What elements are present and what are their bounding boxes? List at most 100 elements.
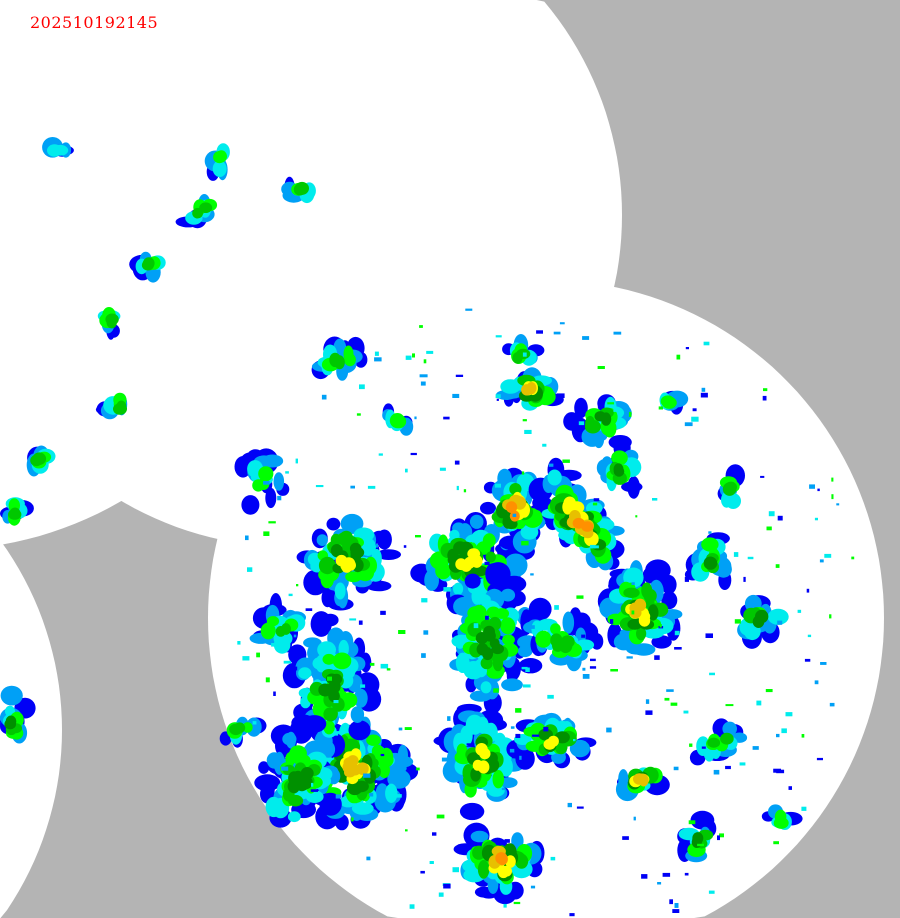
echo-speckle: [268, 521, 276, 524]
echo-cell: [95, 392, 128, 420]
echo-pixel-cluster: [613, 633, 634, 651]
echo-pixel-cluster: [470, 767, 481, 782]
echo-speckle: [703, 341, 710, 346]
echo-pixel-cluster: [755, 609, 769, 624]
echo-speckle: [593, 498, 600, 502]
echo-speckle: [776, 733, 780, 738]
echo-speckle: [804, 658, 811, 662]
echo-speckle: [376, 543, 378, 548]
echo-speckle: [824, 553, 832, 558]
echo-speckle: [654, 655, 660, 660]
echo-speckle: [816, 757, 823, 761]
echo-speckle: [797, 609, 802, 613]
echo-speckle: [607, 402, 614, 405]
echo-pixel-cluster: [624, 573, 641, 585]
echo-speckle: [524, 429, 532, 434]
echo-pixel-cluster: [634, 598, 647, 612]
echo-speckle: [398, 727, 403, 731]
echo-pixel-cluster: [470, 830, 489, 843]
echo-cell: [382, 403, 414, 436]
echo-pixel-cluster: [774, 809, 787, 825]
echo-speckle: [484, 561, 490, 565]
echo-speckle: [708, 890, 715, 894]
echo-pixel-cluster: [690, 810, 715, 830]
echo-cell: [0, 685, 36, 744]
echo-pixel-cluster: [326, 517, 341, 531]
echo-pixel-cluster: [483, 625, 495, 638]
echo-pixel-cluster: [350, 706, 365, 723]
echo-speckle: [626, 656, 633, 659]
echo-speckle: [335, 794, 342, 799]
echo-pixel-cluster: [594, 411, 606, 422]
echo-speckle: [669, 899, 673, 905]
echo-cell: [502, 334, 545, 366]
echo-pixel-cluster: [638, 614, 651, 627]
echo-speckle: [504, 839, 510, 843]
echo-speckle: [674, 647, 682, 650]
echo-pixel-cluster: [286, 731, 296, 749]
echo-speckle: [419, 374, 428, 378]
precipitation-echoes: [0, 137, 855, 917]
echo-speckle: [777, 515, 783, 521]
echo-pixel-cluster: [376, 549, 401, 560]
echo-speckle: [589, 666, 597, 669]
echo-speckle: [247, 567, 253, 572]
echo-pixel-cluster: [321, 741, 336, 758]
echo-speckle: [831, 477, 834, 482]
echo-speckle: [485, 615, 489, 620]
echo-pixel-cluster: [692, 832, 704, 845]
echo-pixel-cluster: [215, 150, 227, 163]
echo-pixel-cluster: [703, 556, 718, 570]
echo-cell: [97, 307, 121, 340]
echo-speckle: [237, 641, 241, 645]
echo-speckle: [415, 535, 421, 538]
echo-speckle: [542, 443, 547, 447]
echo-pixel-cluster: [105, 313, 119, 326]
echo-speckle: [378, 453, 383, 456]
echo-pixel-cluster: [636, 626, 647, 641]
echo-cell: [433, 703, 529, 821]
echo-pixel-cluster: [199, 202, 213, 213]
echo-pixel-cluster: [310, 611, 332, 637]
echo-pixel-cluster: [501, 678, 523, 692]
echo-speckle: [521, 471, 525, 475]
echo-speckle: [582, 674, 590, 679]
echo-speckle: [733, 552, 739, 557]
echo-pixel-cluster: [472, 845, 486, 860]
echo-speckle: [521, 540, 529, 546]
echo-speckle: [403, 545, 407, 548]
echo-pixel-cluster: [334, 355, 345, 370]
echo-pixel-cluster: [8, 509, 22, 520]
echo-speckle: [590, 658, 596, 662]
echo-cell: [684, 532, 732, 590]
echo-pixel-cluster: [330, 544, 343, 558]
echo-speckle: [582, 336, 590, 340]
echo-speckle: [351, 817, 354, 822]
echo-speckle: [426, 350, 434, 354]
echo-speckle: [409, 904, 415, 909]
echo-speckle: [743, 576, 746, 582]
echo-cell: [219, 716, 267, 748]
echo-speckle: [674, 903, 679, 908]
echo-pixel-cluster: [696, 736, 710, 756]
echo-pixel-cluster: [472, 593, 491, 605]
echo-speckle: [785, 712, 793, 717]
echo-speckle: [628, 411, 632, 417]
echo-speckle: [689, 743, 693, 747]
echo-speckle: [631, 610, 635, 615]
echo-speckle: [781, 728, 787, 734]
echo-pixel-cluster: [322, 653, 336, 665]
echo-cell: [281, 176, 316, 204]
echo-speckle: [536, 330, 543, 334]
echo-pixel-cluster: [627, 618, 643, 630]
echo-speckle: [622, 836, 629, 840]
echo-speckle: [747, 556, 754, 560]
echo-speckle: [692, 408, 697, 412]
echo-speckle: [701, 387, 706, 392]
echo-pixel-cluster: [572, 517, 585, 529]
echo-speckle: [452, 867, 459, 873]
echo-speckle: [819, 559, 824, 563]
echo-speckle: [310, 789, 318, 792]
echo-speckle: [356, 413, 361, 416]
